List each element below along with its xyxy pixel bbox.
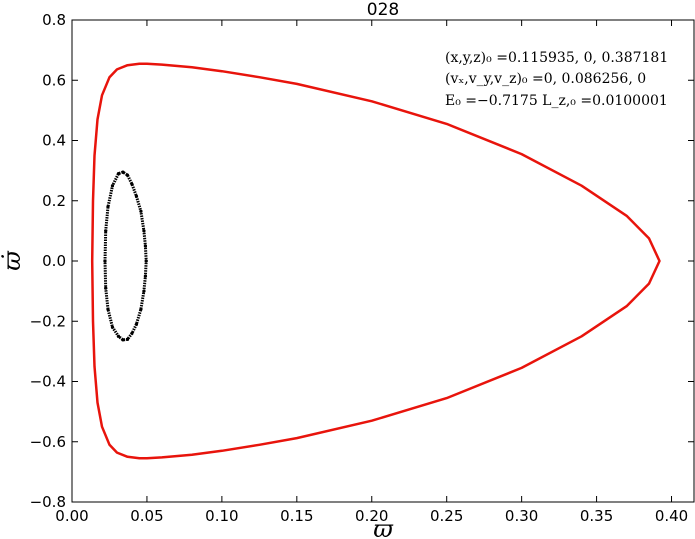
orbit-point [143, 274, 148, 278]
y-axis-label: ϖ̇ [0, 250, 26, 271]
x-tick-label: 0.25 [430, 507, 463, 525]
chart-title: 028 [367, 0, 399, 20]
x-axis-label: ϖ [373, 515, 394, 539]
orbit-point [143, 244, 148, 248]
orbit-point [104, 229, 108, 233]
orbit-point [116, 172, 121, 176]
y-tick-label: −0.2 [30, 312, 66, 330]
zero-velocity-curve [90, 62, 661, 460]
orbit-point [110, 325, 115, 329]
y-tick-label: 0.4 [42, 132, 66, 150]
orbit-point [130, 331, 134, 335]
orbit-point [106, 205, 110, 209]
y-tick-label: 0.6 [42, 71, 66, 89]
y-tick-label: 0.0 [42, 252, 66, 270]
x-tick-label: 0.10 [205, 507, 238, 525]
x-tick-label: 0.30 [505, 507, 538, 525]
annotation-initial-velocity: (vₓ,v_y,v_z)₀ =0, 0.086256, 0 [445, 71, 646, 87]
orbit-point [104, 286, 108, 290]
orbit-point [134, 322, 139, 326]
y-tick-label: 0.8 [42, 11, 66, 29]
orbit-point [103, 259, 107, 263]
orbit-point [134, 194, 139, 198]
ticks-layer: 0.00 0.05 0.10 0.15 0.20 0.25 0.30 0.35 0.40 −0.8… [30, 11, 694, 525]
orbit-point [139, 307, 143, 311]
orbit-point [144, 259, 148, 263]
annotation-energy-angular-momentum: E₀ =−0.7175 L_z,₀ =0.0100001 [445, 93, 668, 109]
orbit-point [130, 182, 134, 186]
orbit-point [125, 337, 130, 341]
annotation-initial-position: (x,y,z)₀ =0.115935, 0, 0.387181 [445, 50, 668, 66]
orbit-point [142, 289, 146, 293]
orbit-point [110, 184, 115, 188]
annotation-block: (x,y,z)₀ =0.115935, 0, 0.387181 (vₓ,v_y,… [445, 50, 668, 109]
y-tick-label: 0.2 [42, 192, 66, 210]
orbit-point [121, 170, 125, 174]
orbit-point [139, 209, 143, 213]
orbit-point [106, 307, 110, 311]
orbit-point [116, 334, 121, 338]
orbit-point [142, 229, 146, 233]
x-tick-label: 0.15 [280, 507, 313, 525]
y-tick-label: −0.8 [30, 493, 66, 511]
x-tick-label: 0.20 [355, 507, 388, 525]
y-tick-label: −0.6 [30, 433, 66, 451]
x-tick-label: 0.00 [55, 507, 88, 525]
orbit-point [125, 173, 130, 177]
x-tick-label: 0.40 [655, 507, 688, 525]
series-layer [90, 62, 661, 460]
x-tick-label: 0.05 [130, 507, 163, 525]
y-tick-label: −0.4 [30, 373, 66, 391]
x-tick-label: 0.35 [580, 507, 613, 525]
orbit-point [121, 338, 125, 342]
